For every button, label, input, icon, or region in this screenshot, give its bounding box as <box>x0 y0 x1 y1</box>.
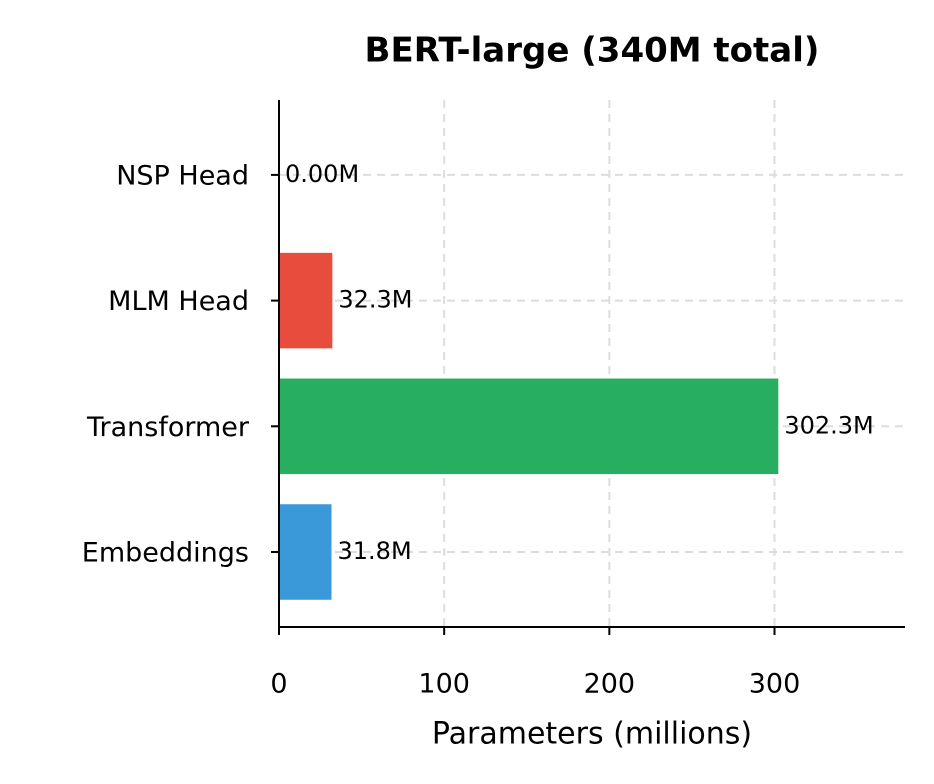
value-label: 302.3M <box>784 411 873 439</box>
value-label: 32.3M <box>338 286 412 314</box>
chart-title: BERT-large (340M total) <box>365 31 820 71</box>
x-tick-label: 200 <box>584 669 636 700</box>
x-tick-label: 100 <box>418 669 470 700</box>
y-tick-label: MLM Head <box>108 286 249 317</box>
value-label: 31.8M <box>338 537 412 565</box>
value-label: 0.00M <box>285 160 359 188</box>
bar <box>279 504 332 600</box>
y-tick-label: Embeddings <box>82 538 249 569</box>
y-tick-label: NSP Head <box>116 160 249 191</box>
bar <box>279 252 333 349</box>
x-tick-label: 300 <box>749 669 801 700</box>
y-tick-label: Transformer <box>86 412 250 443</box>
x-axis-label: Parameters (millions) <box>432 717 752 752</box>
x-tick-label: 0 <box>270 669 287 700</box>
bar <box>279 378 779 475</box>
